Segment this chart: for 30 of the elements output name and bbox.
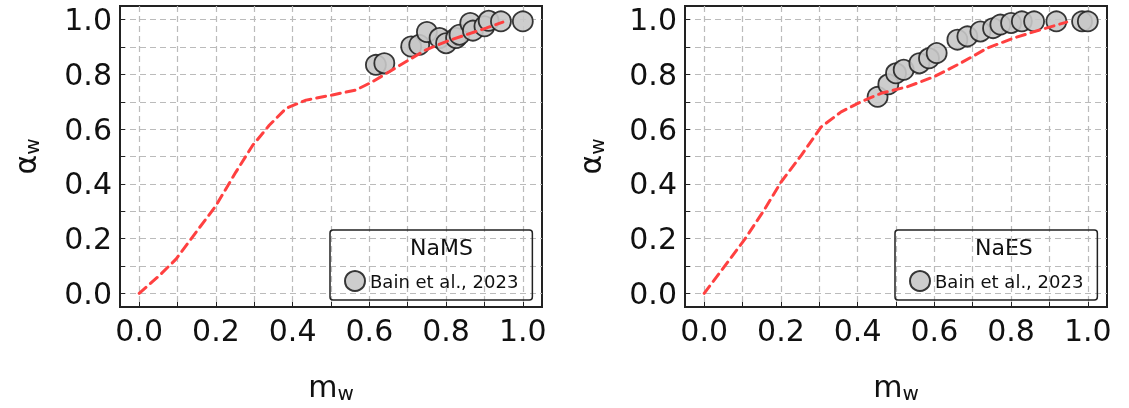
- x-tick-label: 0.0: [680, 312, 729, 348]
- legend-title: NaMS: [410, 234, 473, 260]
- x-tick-label: 0.8: [987, 312, 1035, 348]
- x-tick-label: 0.2: [192, 312, 240, 348]
- y-tick-label: 0.4: [64, 166, 112, 202]
- y-tick-label: 0.6: [64, 111, 112, 147]
- x-tick-label: 0.0: [115, 312, 164, 348]
- x-tick-label: 0.6: [910, 312, 959, 348]
- y-tick-label: 0.0: [64, 275, 112, 311]
- x-tick-label: 0.6: [345, 312, 394, 348]
- y-tick-label: 0.8: [629, 56, 677, 92]
- y-tick-label: 0.0: [629, 275, 677, 311]
- legend-label: Bain et al., 2023: [935, 270, 1084, 292]
- y-tick-label: 0.2: [629, 221, 677, 257]
- y-tick-label: 0.2: [64, 221, 112, 257]
- legend-label: Bain et al., 2023: [370, 270, 519, 292]
- y-axis-title: αw: [572, 138, 609, 175]
- y-tick-label: 0.4: [629, 166, 677, 202]
- x-tick-label: 0.2: [757, 312, 805, 348]
- y-tick-label: 1.0: [629, 2, 677, 38]
- y-tick-label: 0.6: [629, 111, 677, 147]
- legend-title: NaES: [975, 234, 1033, 260]
- x-tick-label: 1.0: [498, 312, 547, 348]
- y-tick-label: 1.0: [64, 2, 112, 38]
- x-tick-label: 0.4: [268, 312, 317, 348]
- y-tick-label: 0.8: [64, 56, 112, 92]
- x-tick-label: 1.0: [1063, 312, 1112, 348]
- x-tick-label: 0.8: [422, 312, 470, 348]
- y-axis-title: αw: [7, 138, 44, 175]
- x-tick-label: 0.4: [833, 312, 882, 348]
